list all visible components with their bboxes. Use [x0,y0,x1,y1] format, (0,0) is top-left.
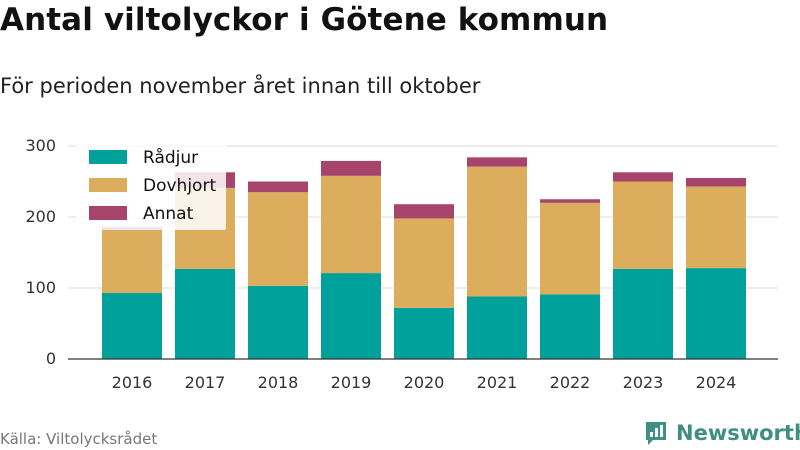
bar-segment-rådjur [540,294,600,359]
bar-segment-annat [321,160,381,176]
bar-segment-dovhjort [686,186,746,269]
bar-segment-annat [394,204,454,219]
bar-segment-rådjur [248,285,308,359]
source-note: Källa: Viltolycksrådet [0,430,158,448]
x-tick-label: 2022 [550,373,591,392]
bar-segment-annat [686,177,746,187]
x-tick-label: 2023 [623,373,664,392]
y-tick-label: 0 [46,349,56,368]
chart-title: Antal viltolyckor i Götene kommun [0,2,609,38]
chart-subtitle: För perioden november året innan till ok… [0,74,481,98]
axes: 0 100 200 300 2016 2017 2018 2019 2020 2021 2022 20… [25,136,778,392]
newsworthy-logo-icon [646,422,666,445]
bar-segment-rådjur [175,268,235,359]
bar-segment-rådjur [686,268,746,359]
bar-segment-dovhjort [467,166,527,297]
legend-swatch-dovhjort [89,178,127,192]
bar-segment-annat [467,157,527,167]
x-tick-label: 2018 [258,373,299,392]
x-tick-label: 2017 [185,373,226,392]
bar-segment-dovhjort [613,181,673,269]
bar-segment-annat [613,172,673,182]
bar-segment-dovhjort [248,192,308,286]
brand-name: Newsworthy [676,421,800,445]
legend-swatch-annat [89,206,127,220]
bar-segment-rådjur [394,307,454,359]
bar-segment-rådjur [102,292,162,359]
legend-label-annat: Annat [143,204,194,224]
legend: Rådjur Dovhjort Annat [76,138,226,230]
bar-segment-rådjur [321,273,381,359]
legend-label-rådjur: Rådjur [143,147,198,168]
y-tick-label: 300 [25,136,56,155]
brand: Newsworthy [644,420,800,446]
bar-segment-rådjur [613,268,673,359]
legend-swatch-rådjur [89,150,127,164]
bar-segment-annat [248,181,308,193]
bar-segment-rådjur [467,296,527,359]
bar-segment-dovhjort [102,229,162,293]
y-tick-label: 100 [25,278,56,297]
x-tick-label: 2016 [112,373,153,392]
bar-segment-annat [540,199,600,203]
bar-segment-dovhjort [394,218,454,308]
x-tick-label: 2019 [331,373,372,392]
x-tick-label: 2024 [696,373,737,392]
x-tick-label: 2020 [404,373,445,392]
y-tick-label: 200 [25,207,56,226]
bar-segment-dovhjort [321,175,381,274]
x-tick-label: 2021 [477,373,518,392]
bar-segment-dovhjort [540,202,600,295]
legend-label-dovhjort: Dovhjort [143,176,216,196]
